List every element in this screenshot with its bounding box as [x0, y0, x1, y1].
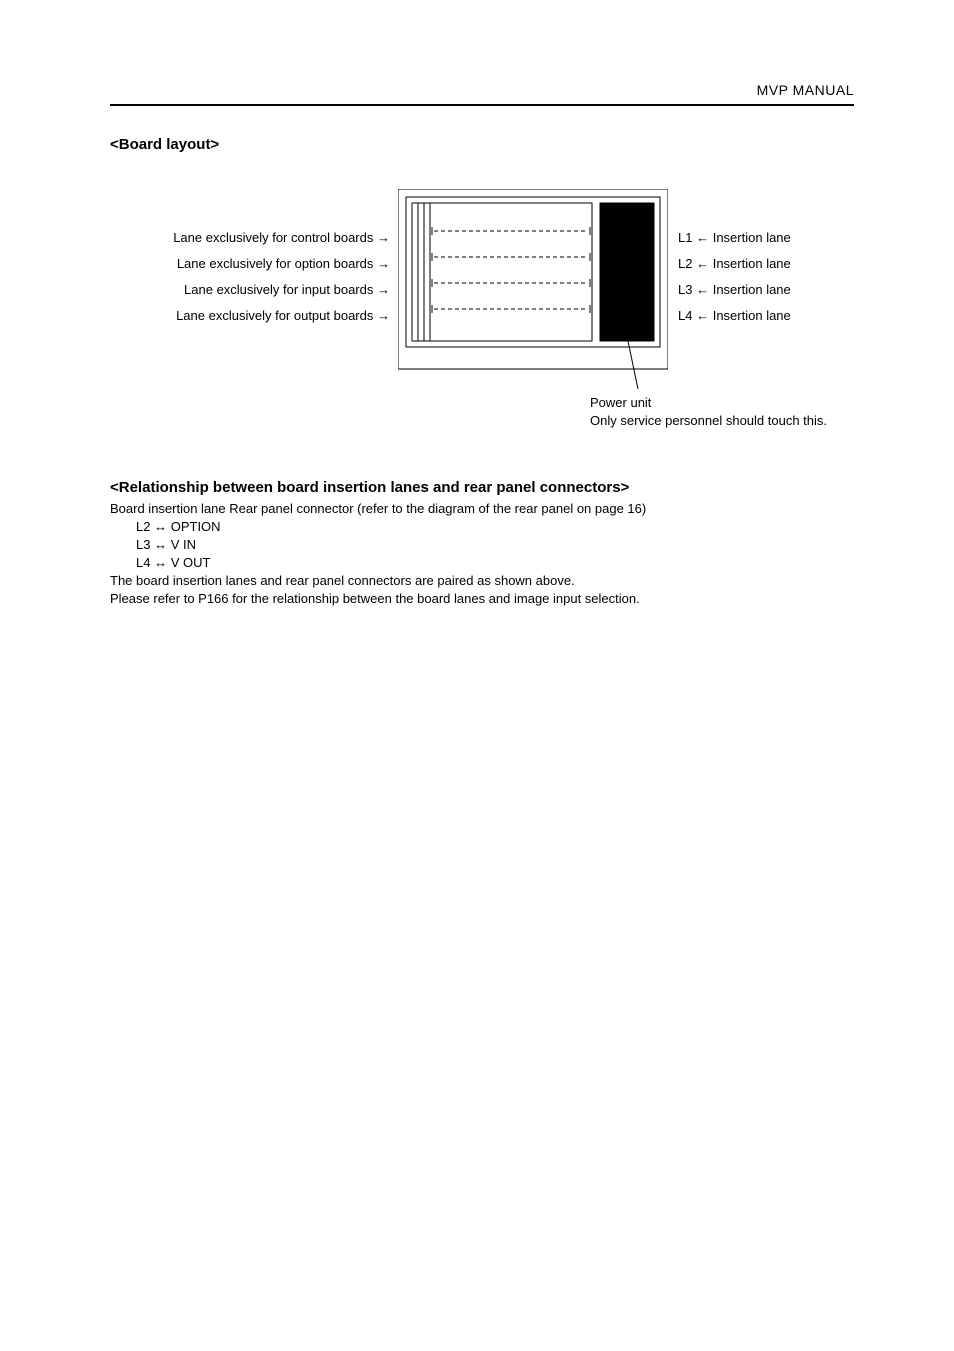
arrow-left-icon: ←	[696, 256, 709, 271]
pair-lane: L2	[136, 519, 150, 534]
arrow-both-icon: ↔	[154, 555, 167, 570]
pair-connector: OPTION	[171, 519, 221, 534]
arrow-right-icon: →	[377, 256, 390, 271]
lane-text: Insertion lane	[713, 256, 791, 271]
arrow-right-icon: →	[377, 230, 390, 245]
power-unit-label: Power unit	[590, 394, 870, 412]
arrow-right-icon: →	[377, 282, 390, 297]
power-unit-note: Power unit Only service personnel should…	[590, 394, 870, 430]
pair-lane: L3	[136, 537, 150, 552]
lane-label-input: Lane exclusively for input boards →	[100, 277, 390, 303]
section-relationship-title: <Relationship between board insertion la…	[110, 479, 854, 496]
lane-code: L3	[678, 282, 692, 297]
right-lane-labels: L1 ← Insertion lane L2 ← Insertion lane …	[678, 225, 791, 329]
pair-connector: V OUT	[171, 555, 211, 570]
lane-pair-l3: L3 ↔ V IN	[136, 536, 854, 554]
arrow-right-icon: →	[377, 308, 390, 323]
lane-text: Insertion lane	[713, 282, 791, 297]
pair-connector: V IN	[171, 537, 196, 552]
section-board-layout-title: <Board layout>	[110, 136, 854, 153]
lane-label-text: Lane exclusively for output boards	[176, 308, 373, 323]
lane-label-option: Lane exclusively for option boards →	[100, 251, 390, 277]
header: MVP MANUAL	[110, 82, 854, 106]
lane-text: Insertion lane	[713, 230, 791, 245]
relationship-line1: The board insertion lanes and rear panel…	[110, 572, 854, 590]
lane-text: Insertion lane	[713, 308, 791, 323]
lane-code: L2	[678, 256, 692, 271]
arrow-both-icon: ↔	[154, 519, 167, 534]
insertion-lane-l3: L3 ← Insertion lane	[678, 277, 791, 303]
lane-pair-l4: L4 ↔ V OUT	[136, 554, 854, 572]
lane-label-control: Lane exclusively for control boards →	[100, 225, 390, 251]
lane-label-text: Lane exclusively for option boards	[177, 256, 374, 271]
board-layout-diagram: Lane exclusively for control boards → La…	[110, 189, 854, 449]
insertion-lane-l2: L2 ← Insertion lane	[678, 251, 791, 277]
insertion-lane-l1: L1 ← Insertion lane	[678, 225, 791, 251]
insertion-lane-l4: L4 ← Insertion lane	[678, 303, 791, 329]
lane-label-text: Lane exclusively for control boards	[173, 230, 373, 245]
arrow-both-icon: ↔	[154, 537, 167, 552]
lane-pair-l2: L2 ↔ OPTION	[136, 518, 854, 536]
chassis-svg	[398, 189, 668, 404]
arrow-left-icon: ←	[696, 230, 709, 245]
page-header-title: MVP MANUAL	[110, 82, 854, 98]
lane-code: L4	[678, 308, 692, 323]
lane-code: L1	[678, 230, 692, 245]
power-unit-warning: Only service personnel should touch this…	[590, 412, 870, 430]
relationship-intro: Board insertion lane Rear panel connecto…	[110, 500, 854, 518]
pair-lane: L4	[136, 555, 150, 570]
relationship-line2: Please refer to P166 for the relationshi…	[110, 590, 854, 608]
arrow-left-icon: ←	[696, 282, 709, 297]
left-lane-labels: Lane exclusively for control boards → La…	[100, 225, 390, 329]
arrow-left-icon: ←	[696, 308, 709, 323]
lane-label-text: Lane exclusively for input boards	[184, 282, 373, 297]
lane-label-output: Lane exclusively for output boards →	[100, 303, 390, 329]
